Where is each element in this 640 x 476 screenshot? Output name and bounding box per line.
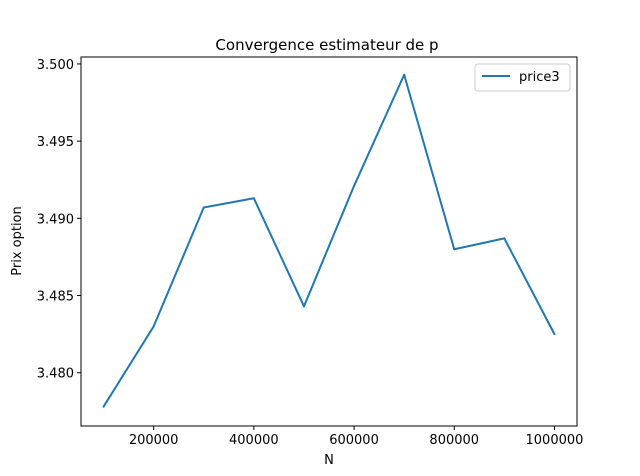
plot-area bbox=[102, 73, 556, 408]
x-tick-label: 200000 bbox=[129, 433, 179, 448]
axes-frame bbox=[80, 56, 578, 427]
y-tick-label: 3.480 bbox=[37, 367, 74, 382]
y-tick-label: 3.490 bbox=[37, 212, 74, 227]
x-tick-label: 600000 bbox=[329, 433, 379, 448]
x-tick-label: 400000 bbox=[229, 433, 279, 448]
x-tick-label: 1000000 bbox=[526, 433, 584, 448]
data-point bbox=[252, 197, 255, 200]
y-tick-label: 3.495 bbox=[37, 135, 74, 150]
data-point bbox=[403, 73, 406, 76]
legend-box bbox=[474, 63, 571, 92]
series-line-price3 bbox=[102, 73, 556, 408]
legend: price3 bbox=[474, 63, 571, 92]
data-point bbox=[202, 206, 205, 209]
data-point bbox=[503, 237, 506, 240]
data-point bbox=[102, 405, 105, 408]
legend-label-price3: price3 bbox=[519, 70, 560, 85]
y-axis-label: Prix option bbox=[10, 206, 25, 276]
data-point bbox=[453, 248, 456, 251]
y-tick-label: 3.500 bbox=[37, 58, 74, 73]
y-tick-label: 3.485 bbox=[37, 290, 74, 305]
x-tick-label: 800000 bbox=[429, 433, 479, 448]
data-point bbox=[302, 305, 305, 308]
data-point bbox=[353, 184, 356, 187]
data-point bbox=[152, 325, 155, 328]
data-point bbox=[553, 333, 556, 336]
x-axis-label: N bbox=[324, 453, 334, 468]
chart-title: Convergence estimateur de p bbox=[215, 36, 438, 54]
